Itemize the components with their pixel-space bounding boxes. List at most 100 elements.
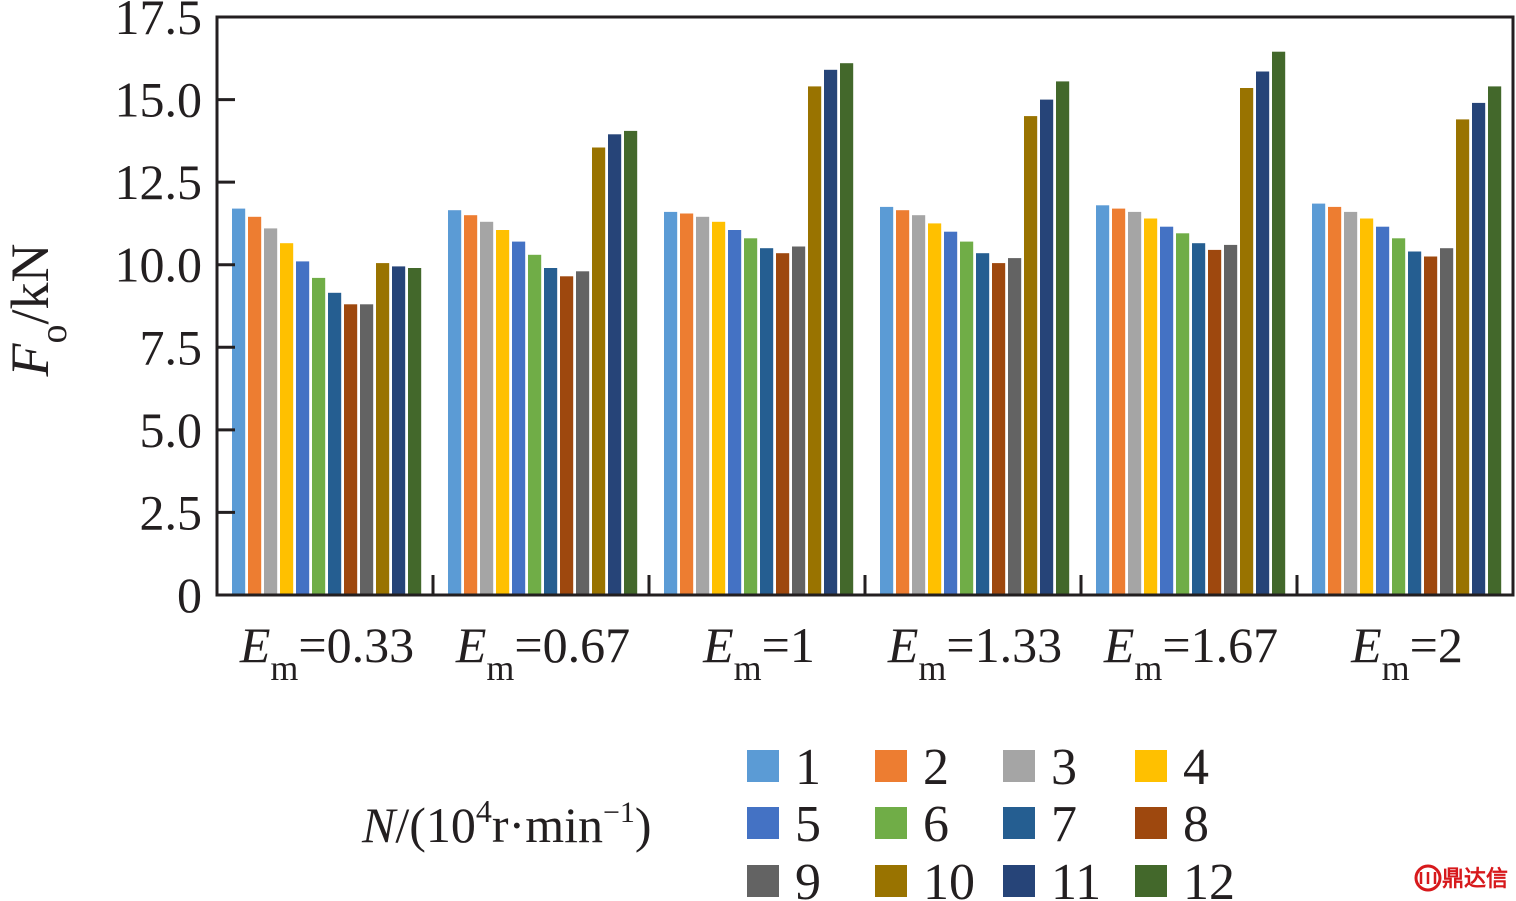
legend-swatch-9	[747, 865, 779, 897]
bar-series-3-cat-1	[264, 228, 278, 595]
legend-swatch-3	[1003, 750, 1035, 782]
bar-series-4-cat-1	[280, 243, 294, 595]
bar-series-7-cat-4	[976, 253, 990, 595]
x-category-label: Em=0.67	[455, 617, 630, 688]
bar-series-1-cat-4	[880, 206, 894, 595]
bar-series-5-cat-4	[944, 231, 958, 595]
legend-label-7: 7	[1051, 796, 1077, 853]
bar-series-4-cat-6	[1360, 218, 1374, 595]
bar-series-12-cat-5	[1272, 51, 1286, 595]
bar-series-2-cat-6	[1328, 206, 1342, 595]
bar-series-2-cat-3	[680, 213, 694, 595]
legend-label-8: 8	[1183, 796, 1209, 853]
legend-swatch-6	[875, 807, 907, 839]
bar-series-1-cat-2	[448, 210, 462, 595]
bar-series-12-cat-4	[1056, 81, 1070, 595]
legend-swatch-5	[747, 807, 779, 839]
bars-group	[232, 51, 1502, 596]
bar-series-11-cat-1	[392, 266, 406, 595]
bar-series-12-cat-6	[1488, 86, 1502, 596]
bar-series-2-cat-2	[464, 215, 478, 595]
bar-series-11-cat-5	[1256, 71, 1270, 595]
x-category-label: Em=1.67	[1103, 617, 1278, 688]
bar-series-2-cat-1	[248, 216, 262, 596]
bar-series-8-cat-2	[560, 276, 574, 595]
y-tick-label: 2.5	[140, 484, 203, 540]
bar-series-5-cat-1	[296, 261, 310, 595]
bar-series-4-cat-4	[928, 223, 942, 595]
bar-series-10-cat-1	[376, 263, 390, 595]
y-tick-label: 12.5	[115, 154, 203, 210]
legend-label-12: 12	[1183, 854, 1235, 901]
bar-series-7-cat-6	[1408, 251, 1422, 595]
legend-label-5: 5	[795, 796, 821, 853]
bar-series-5-cat-3	[728, 230, 742, 595]
bar-series-5-cat-5	[1160, 226, 1174, 595]
bar-series-6-cat-2	[528, 254, 542, 596]
x-category-label: Em=2	[1350, 617, 1463, 688]
bar-series-6-cat-5	[1176, 233, 1190, 596]
bar-series-9-cat-2	[576, 271, 590, 595]
y-tick-label: 10.0	[115, 237, 203, 293]
watermark-logo-icon	[1414, 864, 1442, 892]
y-tick-label: 0	[177, 567, 202, 623]
legend-swatch-8	[1135, 807, 1167, 839]
bar-series-4-cat-5	[1144, 218, 1158, 595]
legend-label-2: 2	[923, 739, 949, 796]
y-tick-label: 5.0	[140, 402, 203, 458]
bar-series-11-cat-2	[608, 134, 622, 596]
legend-label-6: 6	[923, 796, 949, 853]
legend-swatch-10	[875, 865, 907, 897]
bar-series-8-cat-5	[1208, 249, 1222, 595]
bar-series-9-cat-1	[360, 304, 374, 595]
bar-series-10-cat-4	[1024, 116, 1038, 595]
legend-label-3: 3	[1051, 739, 1077, 796]
legend-label-9: 9	[795, 854, 821, 901]
watermark-logo-mark	[1419, 872, 1437, 884]
bar-series-12-cat-3	[840, 63, 854, 595]
x-categories-group: Em=0.33 Em=0.67 Em=1 Em=1.33 Em=1.67 Em=2	[239, 617, 1463, 688]
legend-swatch-4	[1135, 750, 1167, 782]
y-axis-label: Fo/kN	[0, 244, 75, 378]
watermark: 鼎达信	[1414, 864, 1508, 892]
bar-series-10-cat-5	[1240, 88, 1254, 595]
bar-series-9-cat-5	[1224, 244, 1238, 595]
bar-series-5-cat-6	[1376, 226, 1390, 595]
legend-label-4: 4	[1183, 739, 1209, 796]
bar-series-9-cat-3	[792, 246, 806, 595]
x-category-label: Em=1	[702, 617, 815, 688]
bar-series-6-cat-4	[960, 241, 974, 595]
bar-series-11-cat-3	[824, 69, 838, 596]
bar-series-2-cat-4	[896, 210, 910, 595]
bar-series-1-cat-6	[1312, 203, 1326, 595]
legend-swatch-11	[1003, 865, 1035, 897]
bar-series-7-cat-2	[544, 268, 558, 595]
legend-swatch-12	[1135, 865, 1167, 897]
watermark-text: 鼎达信	[1442, 866, 1508, 892]
bar-series-8-cat-4	[992, 263, 1006, 595]
bar-series-6-cat-6	[1392, 238, 1406, 596]
x-category-label: Em=0.33	[239, 617, 414, 688]
bar-series-7-cat-5	[1192, 243, 1206, 595]
bar-series-8-cat-3	[776, 253, 790, 595]
bar-series-7-cat-1	[328, 292, 342, 595]
bar-series-6-cat-3	[744, 238, 758, 596]
bar-series-12-cat-1	[408, 268, 422, 595]
bar-series-1-cat-5	[1096, 205, 1110, 596]
legend-label-11: 11	[1051, 854, 1101, 901]
bar-series-4-cat-3	[712, 221, 726, 596]
legend: 1 2 3 45 6 7 89 10 11 12	[747, 739, 1235, 901]
bar-series-3-cat-3	[696, 216, 710, 596]
bar-series-9-cat-4	[1008, 258, 1022, 595]
bar-series-2-cat-5	[1112, 208, 1126, 595]
bar-series-3-cat-6	[1344, 211, 1358, 595]
bar-series-11-cat-6	[1472, 102, 1486, 596]
axes-group	[215, 15, 1515, 597]
bar-series-3-cat-2	[480, 221, 494, 596]
legend-title: N/(104r·min−1)	[361, 793, 652, 853]
bar-series-11-cat-4	[1040, 99, 1054, 595]
legend-label-1: 1	[795, 739, 821, 796]
y-tick-label: 17.5	[115, 0, 203, 45]
bar-series-3-cat-4	[912, 215, 926, 595]
x-category-label: Em=1.33	[887, 617, 1062, 688]
